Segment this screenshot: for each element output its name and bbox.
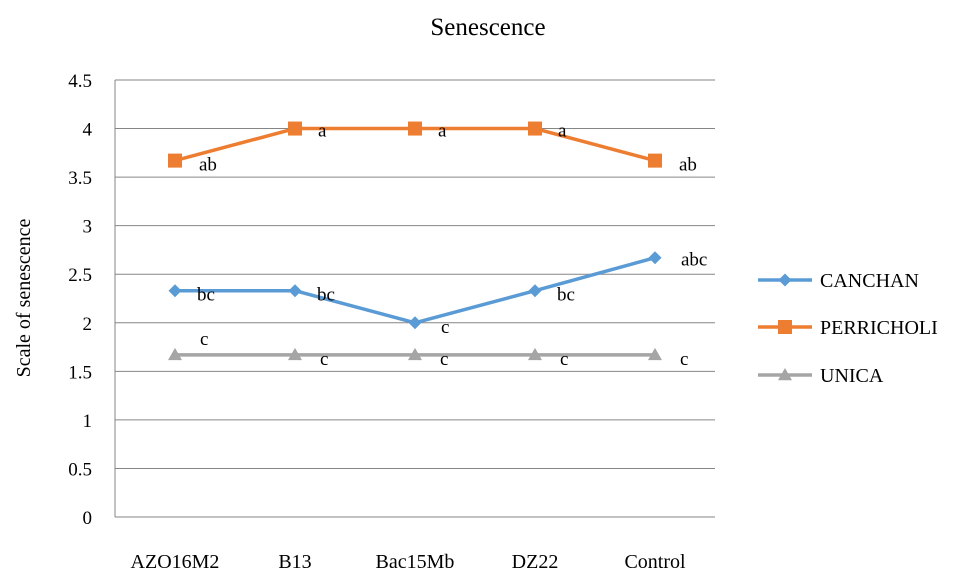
- series-line: [175, 256, 656, 325]
- significance-label: c: [320, 349, 328, 370]
- significance-label: abc: [681, 250, 707, 271]
- x-axis-ticks: AZO16M2 B13 Bac15Mb DZ22 Control: [131, 551, 686, 572]
- x-tick-label: B13: [278, 551, 311, 572]
- chart-title: Senescence: [430, 14, 545, 41]
- significance-label: c: [440, 349, 448, 370]
- y-tick-label: 1.5: [68, 362, 92, 383]
- x-tick-label: Bac15Mb: [376, 551, 455, 572]
- data-point-marker: [408, 316, 422, 330]
- y-tick-label: 3: [83, 217, 93, 238]
- significance-label: c: [200, 329, 208, 350]
- data-point-marker: [408, 121, 422, 136]
- legend-item-canchan: CANCHAN: [758, 270, 919, 292]
- y-tick-label: 4: [83, 120, 93, 141]
- series-unica: [168, 347, 662, 361]
- legend-marker: [778, 368, 792, 381]
- series-lines: [168, 121, 662, 361]
- significance-label: a: [318, 121, 327, 142]
- significance-label: c: [560, 349, 568, 370]
- y-tick-label: 2: [83, 314, 93, 335]
- legend: CANCHAN PERRICHOLI UNICA: [758, 270, 938, 387]
- data-point-marker: [528, 121, 542, 136]
- data-point-marker: [288, 121, 302, 136]
- significance-label: a: [438, 121, 447, 142]
- x-tick-label: AZO16M2: [131, 551, 220, 572]
- y-tick-label: 0.5: [68, 459, 92, 480]
- x-tick-label: Control: [624, 551, 686, 572]
- significance-label: a: [558, 121, 567, 142]
- legend-marker: [778, 273, 792, 287]
- x-tick-label: DZ22: [512, 551, 559, 572]
- legend-item-perricholi: PERRICHOLI: [758, 317, 938, 339]
- significance-label: c: [680, 349, 688, 370]
- data-point-marker: [528, 347, 542, 361]
- data-point-marker: [168, 284, 182, 298]
- legend-marker: [778, 320, 792, 334]
- data-point-marker: [288, 347, 302, 361]
- series-perricholi: [168, 121, 662, 168]
- series-canchan: [168, 251, 662, 330]
- legend-item-unica: UNICA: [758, 365, 884, 387]
- y-tick-label: 4.5: [68, 71, 92, 92]
- significance-label: bc: [557, 285, 575, 306]
- data-point-marker: [168, 347, 182, 361]
- significance-label: bc: [197, 285, 215, 306]
- legend-label: PERRICHOLI: [820, 317, 938, 339]
- data-point-marker: [648, 153, 662, 168]
- significance-label: ab: [679, 155, 697, 176]
- significance-label: bc: [317, 285, 335, 306]
- y-tick-label: 3.5: [68, 168, 92, 189]
- legend-label: CANCHAN: [820, 270, 919, 292]
- legend-label: UNICA: [820, 365, 884, 387]
- significance-label: ab: [199, 155, 217, 176]
- y-axis-ticks: 0 0.5 1 1.5 2 2.5 3 3.5 4 4.5: [68, 71, 92, 529]
- data-point-marker: [408, 347, 422, 361]
- data-point-marker: [288, 284, 302, 298]
- y-tick-label: 2.5: [68, 265, 92, 286]
- y-axis-title: Scale of senescence: [13, 218, 35, 377]
- data-point-marker: [648, 347, 662, 361]
- data-point-marker: [528, 284, 542, 298]
- y-tick-label: 1: [83, 411, 93, 432]
- data-point-marker: [648, 251, 662, 265]
- significance-label: c: [441, 317, 449, 338]
- y-tick-label: 0: [83, 508, 93, 529]
- data-point-marker: [168, 153, 182, 168]
